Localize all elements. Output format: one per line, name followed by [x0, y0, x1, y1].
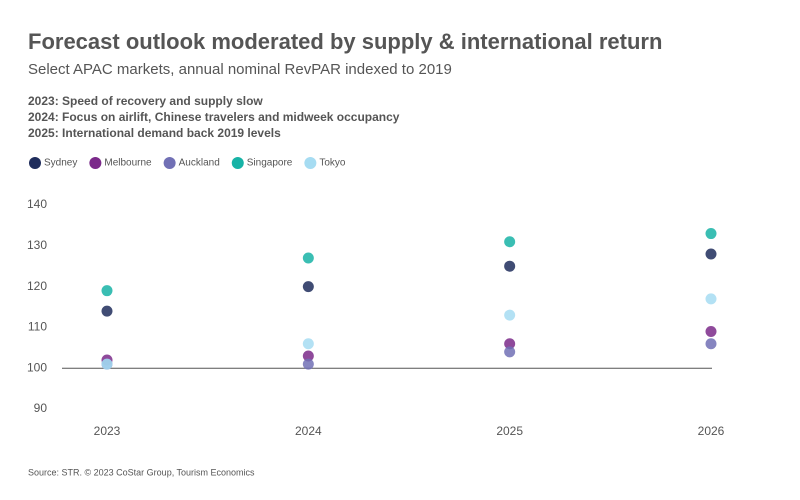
dot [101, 358, 113, 370]
dot [302, 252, 314, 264]
y-tick-label: 100 [27, 360, 47, 374]
y-tick-label: 130 [27, 238, 47, 252]
x-tick-label: 2026 [698, 424, 725, 438]
dot [302, 338, 314, 350]
legend-label: Singapore [247, 158, 293, 169]
legend-label: Sydney [44, 158, 77, 169]
dot [705, 293, 717, 305]
chart-subtitle: Select APAC markets, annual nominal RevP… [28, 61, 452, 78]
legend-label: Tokyo [319, 158, 346, 169]
x-tick-label: 2024 [295, 424, 322, 438]
dot [504, 260, 516, 272]
dot [302, 358, 314, 370]
dot [302, 350, 314, 362]
dot [504, 236, 516, 248]
chart-title: Forecast outlook moderated by supply & i… [28, 29, 662, 54]
y-tick-label: 110 [28, 320, 47, 334]
y-tick-label: 90 [34, 401, 48, 415]
dot [705, 325, 717, 337]
dot [705, 248, 717, 260]
y-tick-label: 120 [27, 279, 47, 293]
legend-marker [231, 157, 244, 169]
source: Source: STR. © 2023 CoStar Group, Touris… [28, 467, 255, 477]
legend-marker [89, 157, 102, 169]
dot [101, 285, 113, 297]
dot [705, 338, 717, 350]
legend-marker [163, 157, 176, 169]
note: 2025: International demand back 2019 lev… [28, 126, 281, 140]
legend-label: Melbourne [104, 158, 152, 169]
dot [504, 346, 516, 358]
dot [101, 305, 113, 317]
dot [504, 309, 516, 321]
dot [705, 228, 717, 240]
dot [504, 338, 516, 350]
note: 2023: Speed of recovery and supply slow [28, 94, 263, 108]
legend-marker [304, 157, 317, 169]
x-tick-label: 2025 [496, 424, 523, 438]
legend-label: Auckland [179, 158, 220, 169]
y-tick-label: 140 [27, 197, 47, 211]
dot [302, 281, 314, 293]
legend-marker [29, 157, 41, 169]
x-tick-label: 2023 [94, 424, 121, 438]
note: 2024: Focus on airlift, Chinese traveler… [28, 110, 400, 124]
